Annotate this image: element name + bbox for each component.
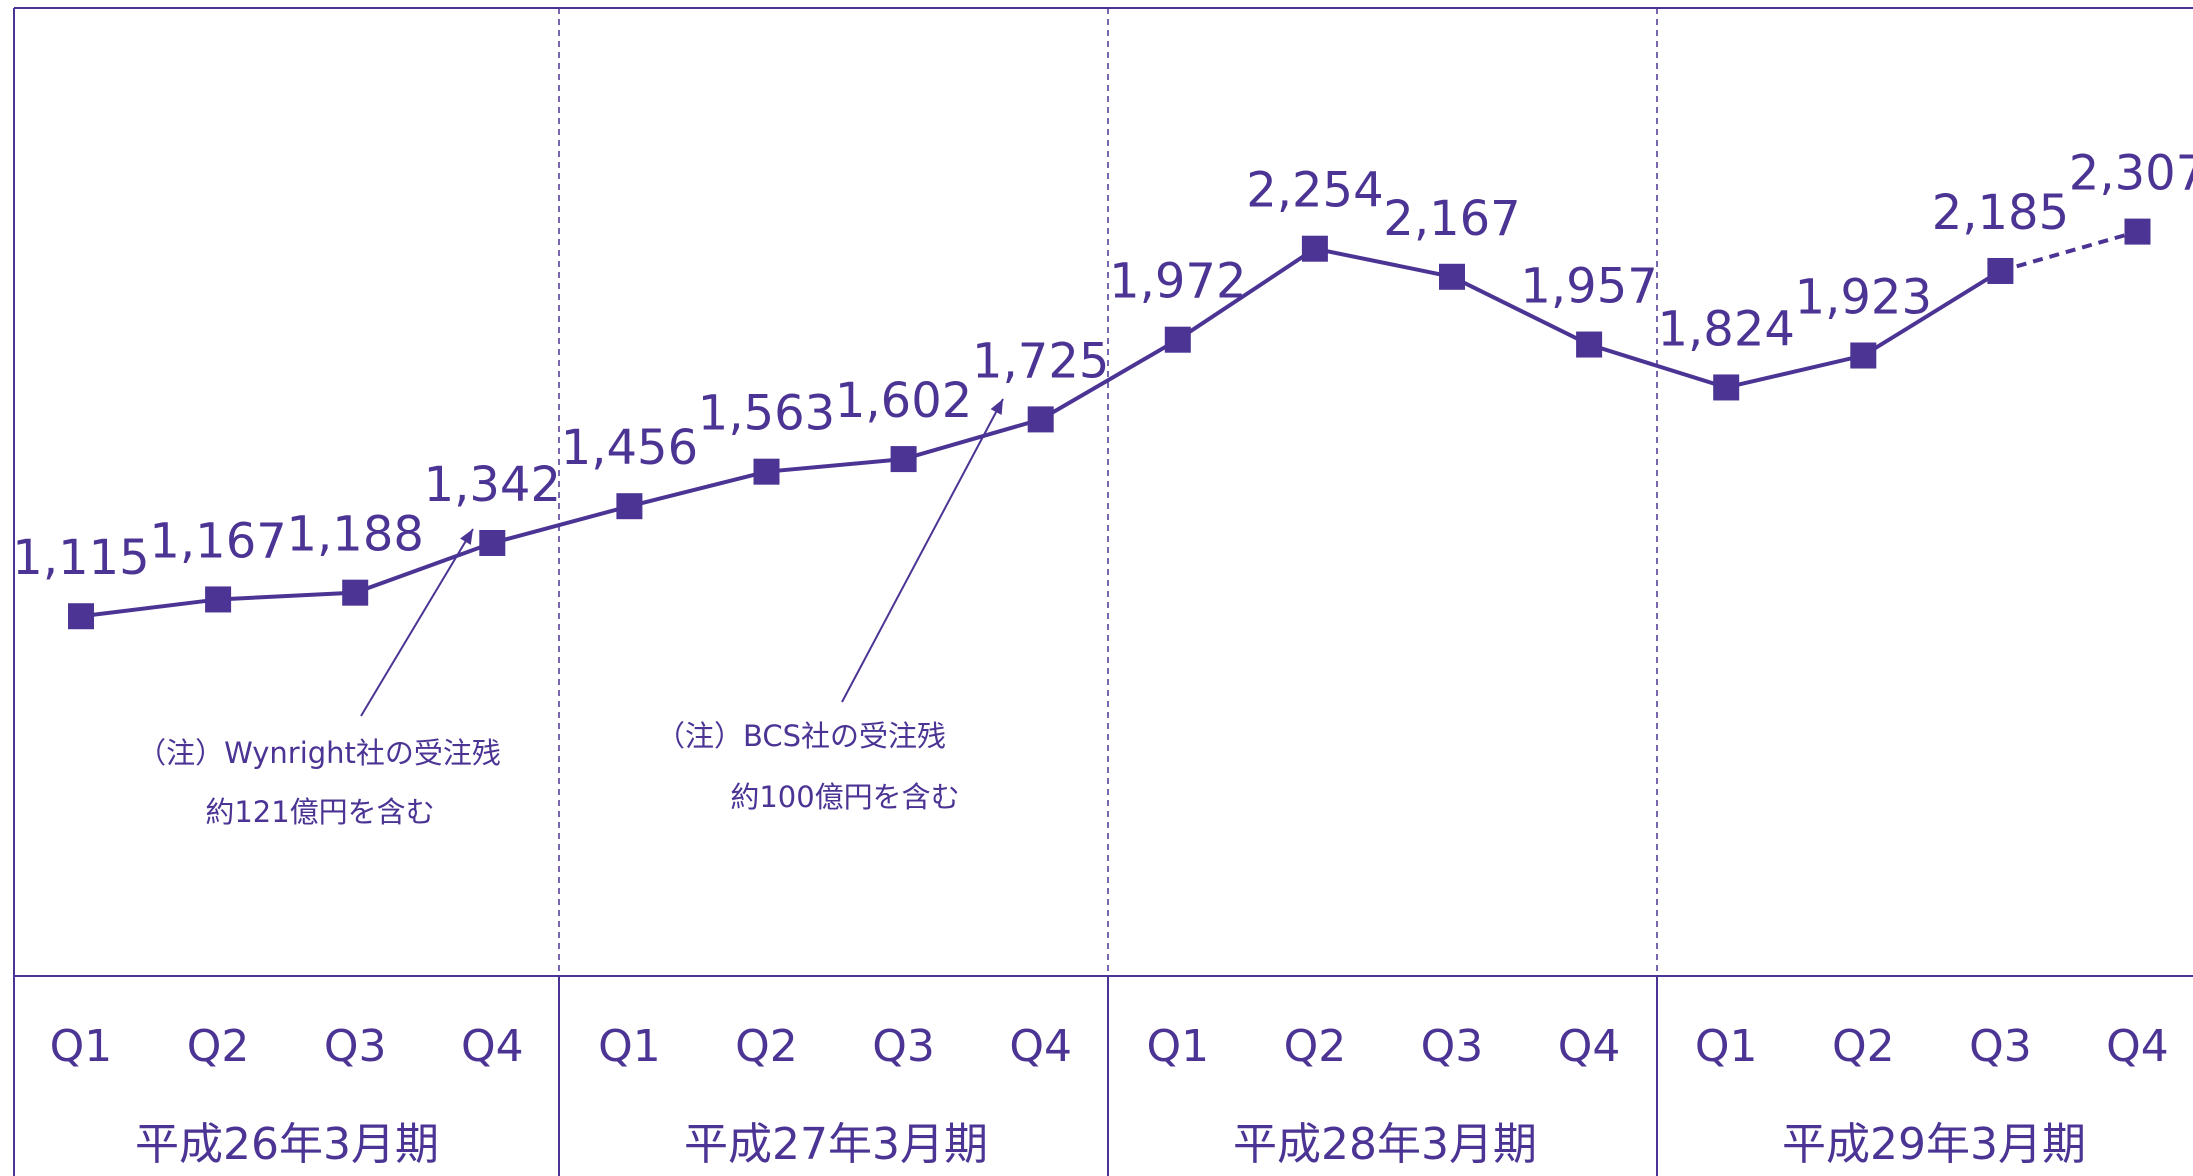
x-tick-label: Q4 — [1009, 1021, 1072, 1072]
x-tick-label: Q4 — [1558, 1021, 1621, 1072]
annotation-text: 約121億円を含む — [205, 795, 434, 829]
marker — [1576, 331, 1603, 358]
data-label: 1,563 — [698, 386, 835, 442]
marker — [616, 493, 643, 520]
group-label: 平成28年3月期 — [1233, 1119, 1537, 1170]
marker — [1027, 406, 1054, 433]
x-tick-label: Q1 — [50, 1021, 113, 1072]
marker — [1987, 257, 2014, 284]
data-label: 1,167 — [149, 513, 286, 569]
x-tick-label: Q1 — [1695, 1021, 1758, 1072]
annotation-arrowhead — [460, 529, 473, 545]
group-label: 平成29年3月期 — [1782, 1119, 2086, 1170]
data-label: 2,307 — [2069, 146, 2193, 202]
marker — [753, 458, 780, 485]
x-tick-label: Q2 — [1832, 1021, 1895, 1072]
x-tick-label: Q2 — [1284, 1021, 1347, 1072]
data-label: 2,185 — [1932, 185, 2069, 241]
x-tick-label: Q3 — [1421, 1021, 1484, 1072]
data-label: 1,972 — [1109, 254, 1246, 310]
data-label: 1,725 — [972, 333, 1109, 389]
data-label: 1,188 — [286, 507, 423, 563]
x-tick-label: Q3 — [1969, 1021, 2032, 1072]
annotation-arrow — [360, 528, 474, 717]
marker — [2124, 218, 2151, 245]
annotation-arrow — [841, 398, 1004, 703]
data-label: 1,923 — [1795, 270, 1932, 326]
marker — [1439, 263, 1465, 290]
data-label: 1,602 — [835, 373, 972, 429]
group-label: 平成27年3月期 — [684, 1119, 988, 1170]
data-label: 2,254 — [1246, 163, 1383, 219]
marker — [1850, 342, 1877, 369]
annotation-arrowhead — [990, 399, 1003, 415]
data-label: 1,115 — [12, 530, 149, 586]
line-dashed — [1999, 229, 2139, 273]
x-tick-label: Q3 — [324, 1021, 387, 1072]
marker — [890, 446, 917, 473]
x-tick-label: Q1 — [598, 1021, 661, 1072]
marker — [1713, 374, 1740, 401]
x-tick-label: Q2 — [735, 1021, 798, 1072]
x-tick-label: Q1 — [1146, 1021, 1209, 1072]
annotation-text: （注）BCS社の受注残 — [656, 719, 946, 753]
x-tick-label: Q2 — [187, 1021, 250, 1072]
data-label: 1,824 — [1657, 301, 1794, 357]
x-tick-label: Q4 — [461, 1021, 524, 1072]
annotation-text: 約100億円を含む — [730, 780, 959, 814]
marker — [1164, 326, 1191, 353]
x-tick-label: Q3 — [872, 1021, 935, 1072]
marker — [479, 529, 506, 556]
marker — [342, 579, 369, 606]
marker — [205, 586, 232, 613]
data-label: 2,167 — [1383, 191, 1520, 247]
annotation-text: （注）Wynright社の受注残 — [137, 736, 501, 770]
data-label: 1,957 — [1520, 259, 1657, 315]
data-label: 1,342 — [424, 457, 561, 513]
data-label: 1,456 — [561, 420, 698, 476]
x-tick-label: Q4 — [2106, 1021, 2169, 1072]
group-label: 平成26年3月期 — [135, 1119, 439, 1170]
marker — [1301, 235, 1328, 262]
marker — [68, 603, 94, 630]
